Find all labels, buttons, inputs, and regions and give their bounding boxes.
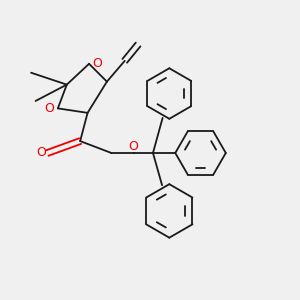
Text: O: O — [44, 103, 54, 116]
Text: O: O — [129, 140, 139, 153]
Text: O: O — [36, 146, 46, 160]
Text: O: O — [93, 57, 103, 70]
